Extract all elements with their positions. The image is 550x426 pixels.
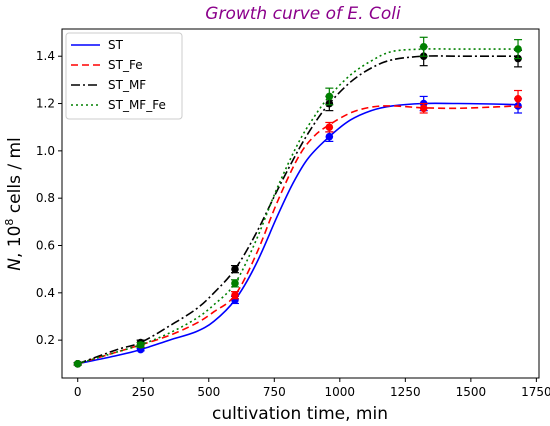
y-tick-label: 1.4 xyxy=(36,49,55,63)
data-point-st-fe xyxy=(231,291,239,299)
data-point-st xyxy=(325,132,334,141)
data-point-st-mf-fe xyxy=(325,92,334,101)
x-tick-label: 1500 xyxy=(456,385,487,399)
data-point-st-mf xyxy=(231,265,239,273)
y-axis-label: N, 108 cells / ml xyxy=(3,137,25,271)
axes-frame xyxy=(61,28,540,379)
y-tick-label: 0.4 xyxy=(36,286,55,300)
legend-frame xyxy=(65,32,183,120)
series-line-st xyxy=(77,102,519,365)
data-point-st-fe xyxy=(514,95,522,103)
y-tick-label: 0.8 xyxy=(36,191,55,205)
data-point-st-fe xyxy=(325,123,334,131)
y-tick-label: 1.2 xyxy=(36,97,55,111)
data-point-st-mf-fe xyxy=(136,341,145,349)
data-point-st-mf-fe xyxy=(419,42,428,51)
legend: ST ST_Fe ST_MF ST_MF_Fe xyxy=(65,32,183,120)
x-tick-label: 1750 xyxy=(521,385,550,399)
x-axis-label: cultivation time, min xyxy=(212,404,388,424)
x-tick-label: 250 xyxy=(132,385,155,399)
legend-label-st-mf-fe: ST_MF_Fe xyxy=(108,98,166,112)
plot-area xyxy=(73,36,523,368)
x-tick-label: 1000 xyxy=(325,385,356,399)
y-axis-label-symbol: N xyxy=(5,258,25,271)
data-point-st-mf-fe xyxy=(231,279,239,288)
series-line-st-fe xyxy=(77,105,519,365)
y-axis-label-base: , 10 xyxy=(5,226,25,258)
data-point-st-mf-fe xyxy=(73,360,82,368)
legend-label-st: ST xyxy=(108,38,124,52)
legend-label-st-fe: ST_Fe xyxy=(108,58,143,72)
y-axis-label-exponent: 8 xyxy=(3,219,16,226)
y-tick-label: 1.0 xyxy=(36,144,55,158)
y-tick-label: 0.6 xyxy=(36,238,55,252)
legend-label-st-mf: ST_MF xyxy=(108,78,146,92)
x-tick-label: 500 xyxy=(197,385,220,399)
chart-title: Growth curve of E. Coli xyxy=(205,4,401,24)
axis-ticks: 0 250 500 750 1000 1250 1500 1750 0.2 0.4 0.6 0.8 1.… xyxy=(36,49,550,399)
x-tick-label: 0 xyxy=(74,385,82,399)
data-point-st-mf-fe xyxy=(514,45,522,53)
y-tick-label: 0.2 xyxy=(36,333,55,347)
y-axis-label-unit: cells / ml xyxy=(5,137,25,218)
x-tick-label: 750 xyxy=(263,385,286,399)
x-tick-label: 1250 xyxy=(390,385,421,399)
data-point-st-fe xyxy=(419,104,428,113)
